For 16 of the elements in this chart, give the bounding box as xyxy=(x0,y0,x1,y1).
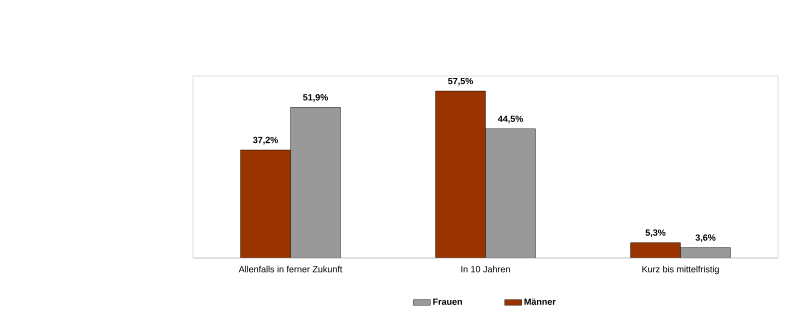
x-tick-label: Allenfalls in ferner Zukunft xyxy=(238,266,342,272)
bar xyxy=(435,90,486,258)
data-label: 44,5% xyxy=(498,116,523,124)
data-label: 37,2% xyxy=(252,136,278,144)
x-tick-label: Kurz bis mittelfristig xyxy=(642,266,719,274)
legend-label: Männer xyxy=(524,298,556,305)
bar xyxy=(240,150,291,258)
data-label: 5,3% xyxy=(646,229,666,238)
data-label: 57,5% xyxy=(448,78,473,86)
legend-label: Frauen xyxy=(433,298,462,305)
bar xyxy=(485,128,536,258)
x-tick-label: In 10 Jahren xyxy=(461,266,510,272)
data-label: 51,9% xyxy=(303,94,328,102)
bar xyxy=(290,107,341,258)
data-label: 3,6% xyxy=(695,234,716,242)
bar xyxy=(630,242,681,258)
